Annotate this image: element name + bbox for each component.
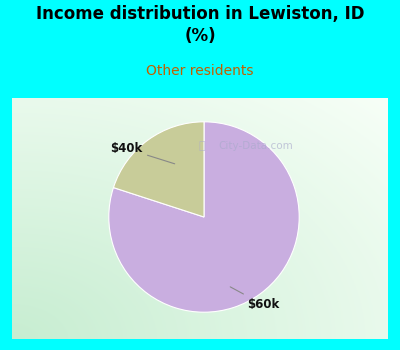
Wedge shape — [109, 122, 299, 312]
Text: $60k: $60k — [230, 287, 279, 311]
Wedge shape — [114, 122, 204, 217]
Text: Other residents: Other residents — [146, 64, 254, 78]
Text: Income distribution in Lewiston, ID
(%): Income distribution in Lewiston, ID (%) — [36, 5, 364, 45]
Text: City-Data.com: City-Data.com — [218, 141, 293, 150]
Text: ⓘ: ⓘ — [199, 141, 209, 150]
Text: $40k: $40k — [110, 142, 175, 164]
